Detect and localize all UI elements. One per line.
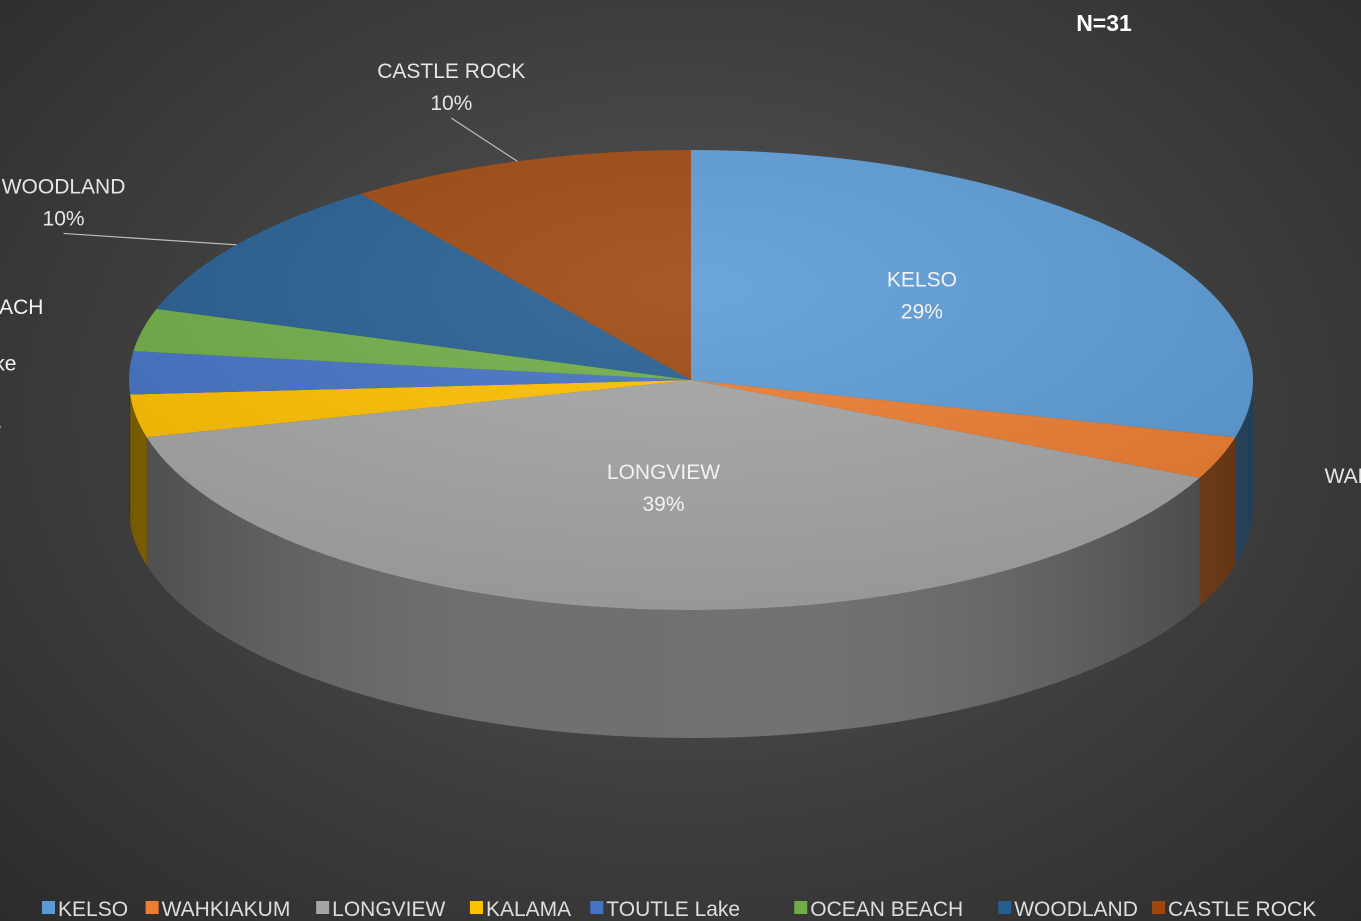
legend-swatch [1152, 901, 1166, 914]
data-label-toutle-lake: TOUTLE Lake3% [0, 352, 16, 375]
data-label-category: CASTLE ROCK [377, 60, 525, 83]
legend-item-toutle-lake: TOUTLE Lake [590, 898, 740, 921]
legend-label: WAHKIAKUM [162, 898, 291, 921]
data-label-kelso: KELSO 29% [887, 269, 957, 324]
sample-size-note: N=31 [1076, 10, 1132, 36]
legend-swatch [998, 901, 1012, 914]
pie-top-shading [129, 150, 1253, 610]
legend-item-castle-rock: CASTLE ROCK [1152, 898, 1316, 921]
legend-swatch [590, 901, 604, 914]
data-label-ocean-beach: OCEAN BEACH3% [0, 296, 43, 319]
legend-label: WOODLAND [1014, 898, 1138, 921]
legend-item-kalama: KALAMA [469, 898, 571, 921]
data-label-category: TOUTLE Lake [0, 352, 16, 375]
leader-lines [63, 117, 518, 246]
data-label-wahkiakum: WAHKIAKUM3% [1325, 465, 1361, 488]
data-label-category: KELSO [887, 269, 957, 292]
data-label-value: 29% [901, 301, 943, 324]
data-label-longview: LONGVIEW 39% [607, 461, 720, 516]
data-label-woodland: WOODLAND 10% [2, 175, 126, 230]
legend-item-longview: LONGVIEW [316, 898, 446, 921]
data-label-category: WAHKIAKUM [1325, 465, 1361, 488]
data-label-castle-rock: CASTLE ROCK 10% [377, 60, 525, 115]
legend-swatch [145, 901, 159, 914]
legend-item-woodland: WOODLAND [998, 898, 1138, 921]
pie-sides [129, 380, 1253, 739]
legend-item-wahkiakum: WAHKIAKUM [145, 898, 291, 921]
leader-line-castle-rock [451, 117, 518, 162]
legend-label: CASTLE ROCK [1168, 898, 1316, 921]
legend-label: OCEAN BEACH [810, 898, 963, 921]
legend-swatch [316, 901, 330, 914]
data-label-value: 39% [642, 493, 684, 516]
data-label-value: 10% [43, 207, 85, 230]
legend-label: TOUTLE Lake [606, 898, 740, 921]
data-labels: KELSO 29% WAHKIAKUM3% LONGVIEW 39% KALAMA3% TO… [0, 60, 1361, 516]
data-label-kalama: KALAMA3% [0, 409, 1, 432]
data-label-category: KALAMA [0, 409, 1, 432]
legend-swatch [794, 901, 808, 914]
legend: KELSO WAHKIAKUM LONGVIEW KALAMA TOUTLE Lake O… [42, 898, 1316, 921]
legend-label: KELSO [58, 898, 128, 921]
legend-item-kelso: KELSO [42, 898, 128, 921]
data-label-value: 10% [430, 92, 472, 115]
legend-label: KALAMA [486, 898, 571, 921]
pie-slices [129, 150, 1253, 610]
legend-swatch [42, 901, 55, 914]
pie-side-shading [129, 380, 1253, 738]
legend-swatch [469, 901, 483, 914]
legend-label: LONGVIEW [332, 898, 445, 921]
data-label-category: OCEAN BEACH [0, 296, 43, 319]
data-label-category: LONGVIEW [607, 461, 720, 484]
data-label-category: WOODLAND [2, 175, 126, 198]
legend-item-ocean-beach: OCEAN BEACH [794, 898, 963, 921]
leader-line-woodland [63, 232, 237, 246]
